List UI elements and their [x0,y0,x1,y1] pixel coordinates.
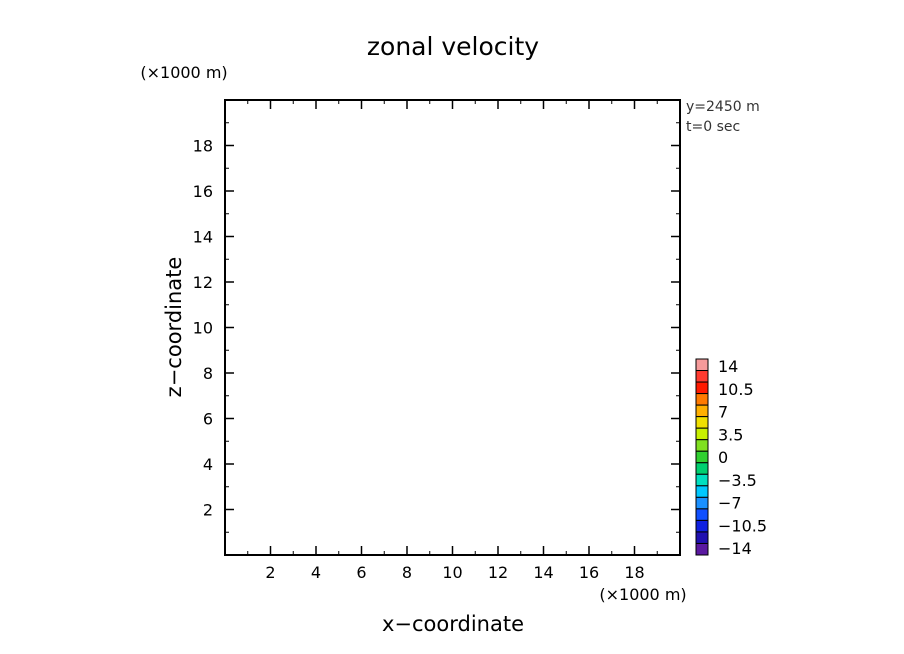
colorbar-swatch [695,496,709,510]
colorbar-swatch [695,439,709,452]
colorbar-swatch [695,450,709,464]
x-tick-label: 4 [311,563,321,582]
colorbar-label: 10.5 [718,380,754,399]
colorbar-label: 0 [718,448,728,467]
colorbar-label: 7 [718,403,728,422]
chart-title: zonal velocity [367,32,539,61]
x-tick-label: 2 [265,563,275,582]
y-tick-label: 18 [193,137,213,156]
colorbar-swatch [695,381,709,395]
colorbar-label: 3.5 [718,425,743,444]
colorbar-label: −14 [718,539,752,558]
annotation-text: y=2450 m [686,99,760,115]
colorbar-label: −7 [718,494,742,513]
axis-ticks: 2 4 6 8 10 12 14 16 18 2 4 6 8 10 12 14 16 18 [193,100,680,582]
y-axis-unit: (×1000 m) [140,63,227,82]
y-tick-label: 2 [203,501,213,520]
y-tick-label: 12 [193,273,213,292]
x-axis-label: x−coordinate [382,612,524,636]
colorbar-swatch [695,393,709,406]
y-tick-label: 6 [203,410,213,429]
colorbar-swatch [695,531,709,544]
colorbar-swatch [695,416,709,429]
x-tick-label: 8 [402,563,412,582]
y-tick-label: 4 [203,455,213,474]
x-tick-label: 16 [579,563,599,582]
x-tick-label: 18 [624,563,644,582]
plot-frame [224,99,681,556]
annotation-text: t=0 sec [686,119,740,135]
colorbar-swatch [695,370,709,383]
y-tick-label: 10 [193,319,213,338]
y-tick-label: 16 [193,182,213,201]
colorbar-legend: 14 10.5 7 3.5 0 −3.5 −7 −10.5 −14 [695,357,767,558]
colorbar-label: −3.5 [718,471,757,490]
colorbar-swatch [695,485,709,498]
colorbar-swatch [695,519,709,533]
colorbar-label: −10.5 [718,516,767,535]
x-tick-label: 12 [488,563,508,582]
x-axis-unit: (×1000 m) [599,585,686,604]
x-tick-label: 6 [356,563,366,582]
colorbar-swatch [695,358,709,372]
colorbar-swatch [695,427,709,441]
annotations: y=2450 m t=0 sec [686,99,760,135]
x-tick-label: 10 [442,563,462,582]
colorbar-swatch [695,508,709,521]
y-tick-label: 14 [193,228,213,247]
x-tick-label: 14 [533,563,553,582]
colorbar-swatch [695,462,709,475]
colorbar-swatch [695,473,709,487]
y-axis-label: z−coordinate [162,257,186,398]
y-tick-label: 8 [203,364,213,383]
colorbar-label: 14 [718,357,738,376]
colorbar-swatch [695,542,709,556]
colorbar-swatch [695,404,709,418]
